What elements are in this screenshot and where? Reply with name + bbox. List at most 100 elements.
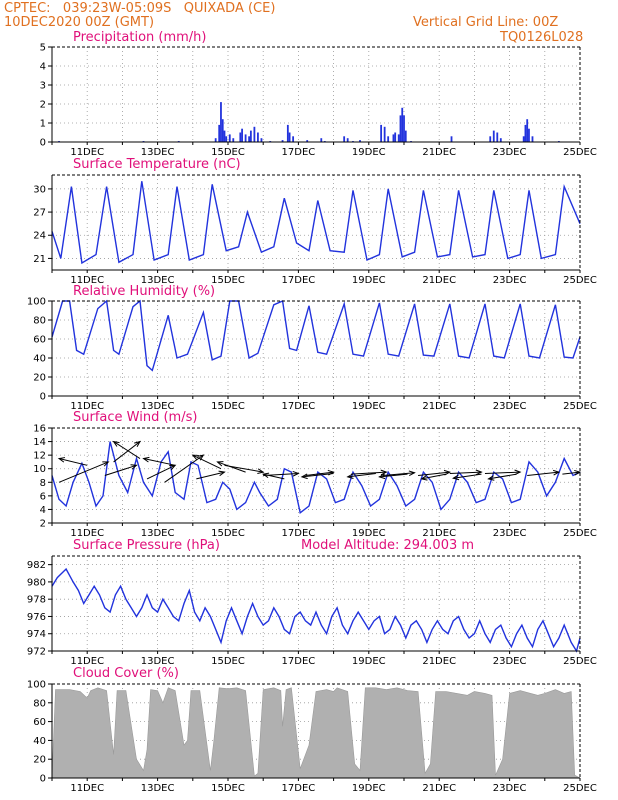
- precip-bar: [288, 132, 291, 142]
- precip-bar: [346, 138, 349, 142]
- wind-vector: [196, 471, 225, 480]
- wind-vector-head: [452, 474, 460, 481]
- precip-bar: [383, 126, 386, 142]
- wind-vector-head: [420, 475, 428, 481]
- x-tick-label: 23DEC: [493, 275, 527, 286]
- panel-title: Surface Wind (m/s): [73, 410, 197, 425]
- x-tick-label: 23DEC: [493, 656, 527, 667]
- precip-bar: [214, 138, 217, 142]
- y-tick-label: 0: [40, 138, 46, 149]
- y-tick-label: 980: [27, 577, 46, 588]
- precip-bar: [292, 136, 295, 142]
- precip-bar: [499, 138, 502, 142]
- cloud-cover-area: [51, 687, 581, 779]
- wind-vector-head: [443, 469, 452, 476]
- precip-bar: [528, 128, 530, 142]
- precip-bar: [450, 136, 453, 142]
- wind-vector: [347, 472, 376, 478]
- precip-bar: [306, 140, 309, 142]
- precip-bar: [489, 136, 492, 142]
- y-tick-label: 20: [33, 373, 46, 384]
- x-tick-label: 19DEC: [352, 528, 386, 539]
- header-model-code: TQ0126L028: [500, 30, 584, 45]
- precip-bar: [359, 140, 361, 142]
- precip-bar: [522, 136, 525, 142]
- y-tick-label: 10: [33, 464, 46, 475]
- wind-vector-head: [261, 472, 270, 479]
- x-tick-label: 19DEC: [352, 275, 386, 286]
- precip-bar: [220, 102, 222, 142]
- x-tick-label: 15DEC: [211, 656, 245, 667]
- wind-vector: [453, 473, 482, 479]
- wind-vector: [192, 454, 222, 470]
- x-tick-label: 11DEC: [70, 147, 104, 158]
- wind-vector-head: [134, 440, 142, 448]
- wind-vector: [382, 472, 415, 476]
- y-tick-label: 60: [33, 335, 46, 346]
- x-tick-label: 13DEC: [141, 528, 175, 539]
- wind-vector: [379, 473, 408, 478]
- wind-vector-head: [142, 456, 150, 463]
- wind-vector-head: [552, 469, 561, 476]
- header-grid-note: Vertical Grid Line: 00Z: [413, 15, 559, 30]
- x-tick-label: 15DEC: [211, 783, 245, 794]
- wind-vector-head: [292, 470, 300, 477]
- x-tick-label: 19DEC: [352, 401, 386, 412]
- x-tick-label: 11DEC: [70, 656, 104, 667]
- x-tick-label: 21DEC: [422, 783, 456, 794]
- precip-bar: [239, 132, 242, 142]
- x-tick-label: 17DEC: [282, 783, 316, 794]
- y-tick-label: 100: [27, 680, 46, 691]
- precip-bar: [399, 115, 402, 142]
- header-datetime: 10DEC2020 00Z (GMT): [4, 15, 155, 30]
- y-tick-label: 5: [40, 43, 46, 54]
- x-tick-label: 13DEC: [141, 783, 175, 794]
- wind-vector-head: [191, 454, 199, 460]
- y-tick-label: 27: [33, 208, 46, 219]
- precip-bar: [387, 136, 390, 142]
- precip-bar: [223, 130, 226, 142]
- wind-vector-head: [300, 473, 308, 480]
- wind-vector: [146, 464, 176, 480]
- y-tick-label: 2: [40, 100, 46, 111]
- precip-bar: [244, 134, 247, 142]
- x-tick-label: 21DEC: [422, 401, 456, 412]
- wind-vector-head: [346, 473, 354, 479]
- series-line: [51, 299, 581, 372]
- y-tick-label: 8: [40, 478, 46, 489]
- wind-vector: [418, 471, 450, 476]
- wind-vector-head: [378, 473, 386, 480]
- wind-vector: [484, 471, 521, 474]
- y-tick-label: 972: [27, 647, 46, 658]
- y-tick-label: 14: [33, 437, 46, 448]
- wind-vector: [562, 471, 581, 475]
- x-tick-label: 19DEC: [352, 147, 386, 158]
- x-tick-label: 25DEC: [563, 783, 597, 794]
- series-line: [51, 181, 581, 265]
- precip-bar: [218, 124, 221, 142]
- y-tick-label: 30: [33, 184, 46, 195]
- wind-vector: [488, 473, 517, 480]
- precip-bar: [392, 134, 395, 142]
- y-tick-label: 982: [27, 560, 46, 571]
- y-tick-label: 1: [40, 119, 46, 130]
- precip-bar: [492, 130, 495, 142]
- precip-bar: [228, 134, 231, 142]
- x-tick-label: 25DEC: [563, 528, 597, 539]
- x-tick-label: 15DEC: [211, 275, 245, 286]
- header-station: CPTEC: 039:23W-05:09S QUIXADA (CE): [4, 1, 276, 16]
- wind-vector: [113, 441, 141, 459]
- wind-vector: [263, 473, 285, 480]
- wind-vector-head: [102, 461, 110, 467]
- precip-bar: [241, 128, 243, 142]
- precip-bar: [286, 124, 289, 142]
- series-line: [51, 567, 581, 653]
- wind-vector-head: [57, 457, 66, 463]
- x-tick-label: 25DEC: [563, 401, 597, 412]
- precip-bar: [281, 140, 284, 142]
- wind-vector: [527, 471, 559, 476]
- x-tick-label: 11DEC: [70, 275, 104, 286]
- x-tick-label: 13DEC: [141, 656, 175, 667]
- precip-bar: [524, 124, 527, 142]
